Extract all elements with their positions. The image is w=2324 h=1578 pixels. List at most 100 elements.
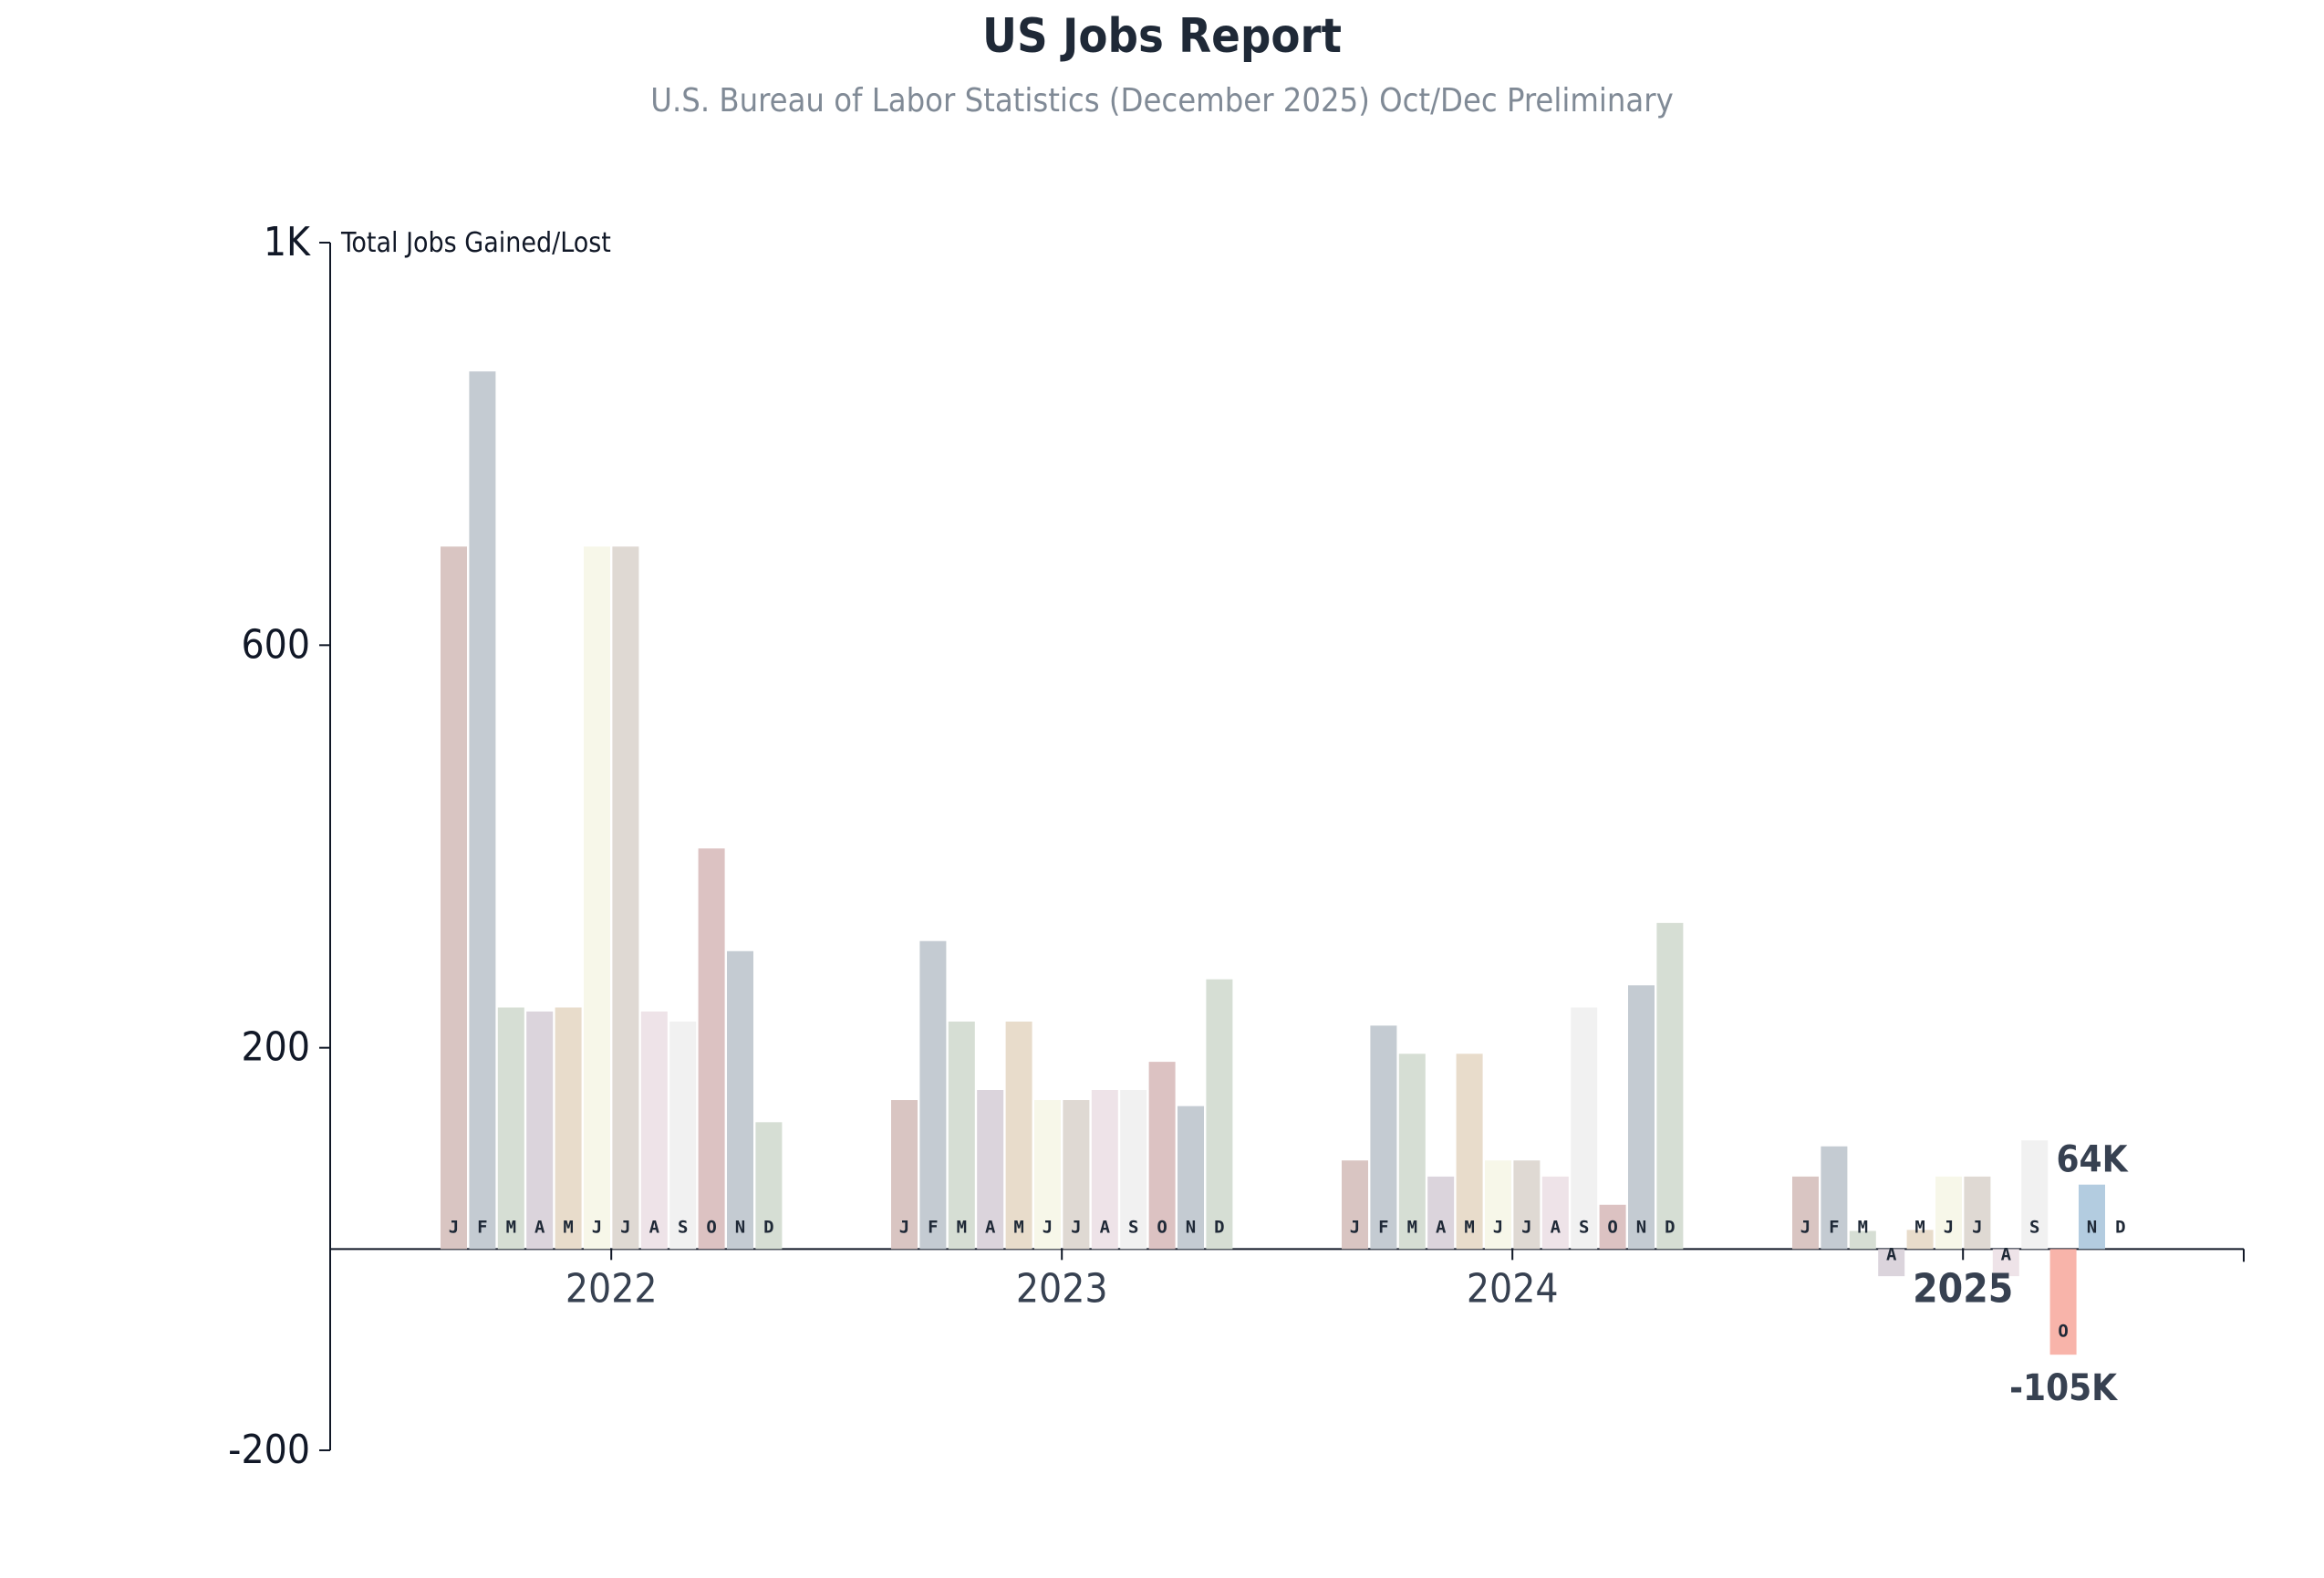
month-label: N xyxy=(2087,1217,2097,1237)
bar-2022-m9 xyxy=(669,1021,697,1250)
bar-2023-m1 xyxy=(891,1100,918,1250)
month-label: O xyxy=(706,1217,716,1237)
month-label: A xyxy=(1436,1217,1447,1237)
bar-2024-m5 xyxy=(1456,1054,1483,1250)
bar-2024-m7 xyxy=(1513,1160,1541,1250)
year-label: 2022 xyxy=(565,1265,658,1312)
month-label: J xyxy=(449,1217,459,1237)
month-label: J xyxy=(1043,1217,1053,1237)
bar-2022-m12 xyxy=(755,1122,783,1250)
bar-2023-m3 xyxy=(948,1021,975,1250)
bar-2025-m10 xyxy=(2049,1249,2077,1355)
month-label: J xyxy=(592,1217,602,1237)
bar-2022-m4 xyxy=(526,1011,554,1250)
month-label: J xyxy=(1972,1217,1982,1237)
bar-2024-m10 xyxy=(1599,1204,1626,1250)
bar-2022-m7 xyxy=(612,546,639,1250)
bar-2024-m12 xyxy=(1656,922,1684,1250)
month-label: S xyxy=(2029,1217,2039,1237)
bar-2024-m2 xyxy=(1370,1025,1397,1250)
month-label: J xyxy=(620,1217,630,1237)
bar-2022-m2 xyxy=(469,371,496,1250)
bar-2024-m11 xyxy=(1628,985,1655,1250)
bar-2023-m6 xyxy=(1034,1100,1061,1250)
bar-2023-m9 xyxy=(1120,1090,1147,1250)
month-label: O xyxy=(1607,1217,1617,1237)
month-label: J xyxy=(1944,1217,1954,1237)
bar-2022-m8 xyxy=(640,1011,668,1250)
month-label: M xyxy=(1858,1217,1868,1237)
month-label: M xyxy=(1464,1217,1474,1237)
month-label: N xyxy=(735,1217,745,1237)
month-label: S xyxy=(1579,1217,1589,1237)
bar-2024-m9 xyxy=(1571,1007,1598,1250)
y-axis-label: Total Jobs Gained/Lost xyxy=(340,227,611,259)
month-label: M xyxy=(957,1217,967,1237)
month-label: F xyxy=(1378,1217,1388,1237)
month-label: A xyxy=(1100,1217,1111,1237)
bar-2025-m9 xyxy=(2021,1140,2049,1250)
bar-2024-m6 xyxy=(1485,1160,1511,1250)
bar-2025-m5 xyxy=(1906,1230,1934,1250)
month-label: N xyxy=(1186,1217,1196,1237)
bar-2022-m5 xyxy=(555,1007,582,1250)
bar-2024-m8 xyxy=(1541,1176,1569,1250)
month-label: M xyxy=(506,1217,516,1237)
y-tick-label: 600 xyxy=(241,621,310,668)
bar-2025-m3 xyxy=(1849,1230,1876,1250)
month-label: J xyxy=(1493,1217,1503,1237)
chart-title: US Jobs Report xyxy=(982,9,1342,64)
bar-2025-m8 xyxy=(1992,1249,2019,1277)
year-label: 2023 xyxy=(1016,1265,1108,1312)
bar-2022-m6 xyxy=(584,546,610,1250)
bar-2022-m11 xyxy=(727,950,753,1250)
month-label: F xyxy=(1829,1217,1839,1237)
month-label: A xyxy=(649,1217,660,1237)
bar-2025-m6 xyxy=(1935,1176,1962,1250)
bar-2023-m11 xyxy=(1178,1106,1204,1250)
data-label: -105K xyxy=(2009,1367,2118,1409)
month-label: M xyxy=(1013,1217,1023,1237)
month-label: D xyxy=(1214,1217,1224,1237)
data-label: 64K xyxy=(2057,1139,2129,1181)
y-tick-label: 200 xyxy=(241,1024,310,1071)
month-label: D xyxy=(1665,1217,1675,1237)
bar-2024-m4 xyxy=(1427,1176,1455,1250)
month-label: J xyxy=(899,1217,909,1237)
bar-2024-m1 xyxy=(1342,1160,1368,1250)
month-label: S xyxy=(1128,1217,1138,1237)
bar-2024-m3 xyxy=(1398,1054,1426,1250)
month-label: S xyxy=(678,1217,688,1237)
y-tick-label: 1K xyxy=(264,219,311,265)
bar-2022-m1 xyxy=(441,546,467,1250)
month-label: J xyxy=(1521,1217,1531,1237)
month-label: A xyxy=(1551,1217,1561,1237)
month-label: A xyxy=(1886,1244,1897,1264)
bar-2023-m2 xyxy=(919,940,947,1250)
month-label: J xyxy=(1350,1217,1360,1237)
month-label: J xyxy=(1800,1217,1810,1237)
bar-2025-m11 xyxy=(2079,1184,2105,1250)
bar-2023-m8 xyxy=(1091,1090,1118,1250)
bar-2025-m7 xyxy=(1964,1176,1991,1250)
month-label: O xyxy=(1157,1217,1167,1237)
month-label: A xyxy=(2001,1244,2012,1264)
bars xyxy=(441,371,2105,1355)
bar-2023-m10 xyxy=(1148,1062,1176,1250)
bar-2025-m2 xyxy=(1821,1146,1848,1250)
month-label: A xyxy=(985,1217,996,1237)
bar-2023-m4 xyxy=(977,1090,1004,1250)
bar-2023-m7 xyxy=(1063,1100,1090,1250)
month-label: D xyxy=(2115,1217,2125,1237)
month-label: J xyxy=(1071,1217,1081,1237)
month-label: F xyxy=(928,1217,938,1237)
year-label: 2025 xyxy=(1913,1265,2013,1312)
axes: -200 200 600 1K Total Jobs Gained/Lost xyxy=(228,219,2245,1473)
month-label: M xyxy=(1407,1217,1417,1237)
year-label: 2024 xyxy=(1467,1265,1559,1312)
bar-2022-m3 xyxy=(497,1007,524,1250)
month-label: D xyxy=(763,1217,773,1237)
month-label: A xyxy=(534,1217,545,1237)
